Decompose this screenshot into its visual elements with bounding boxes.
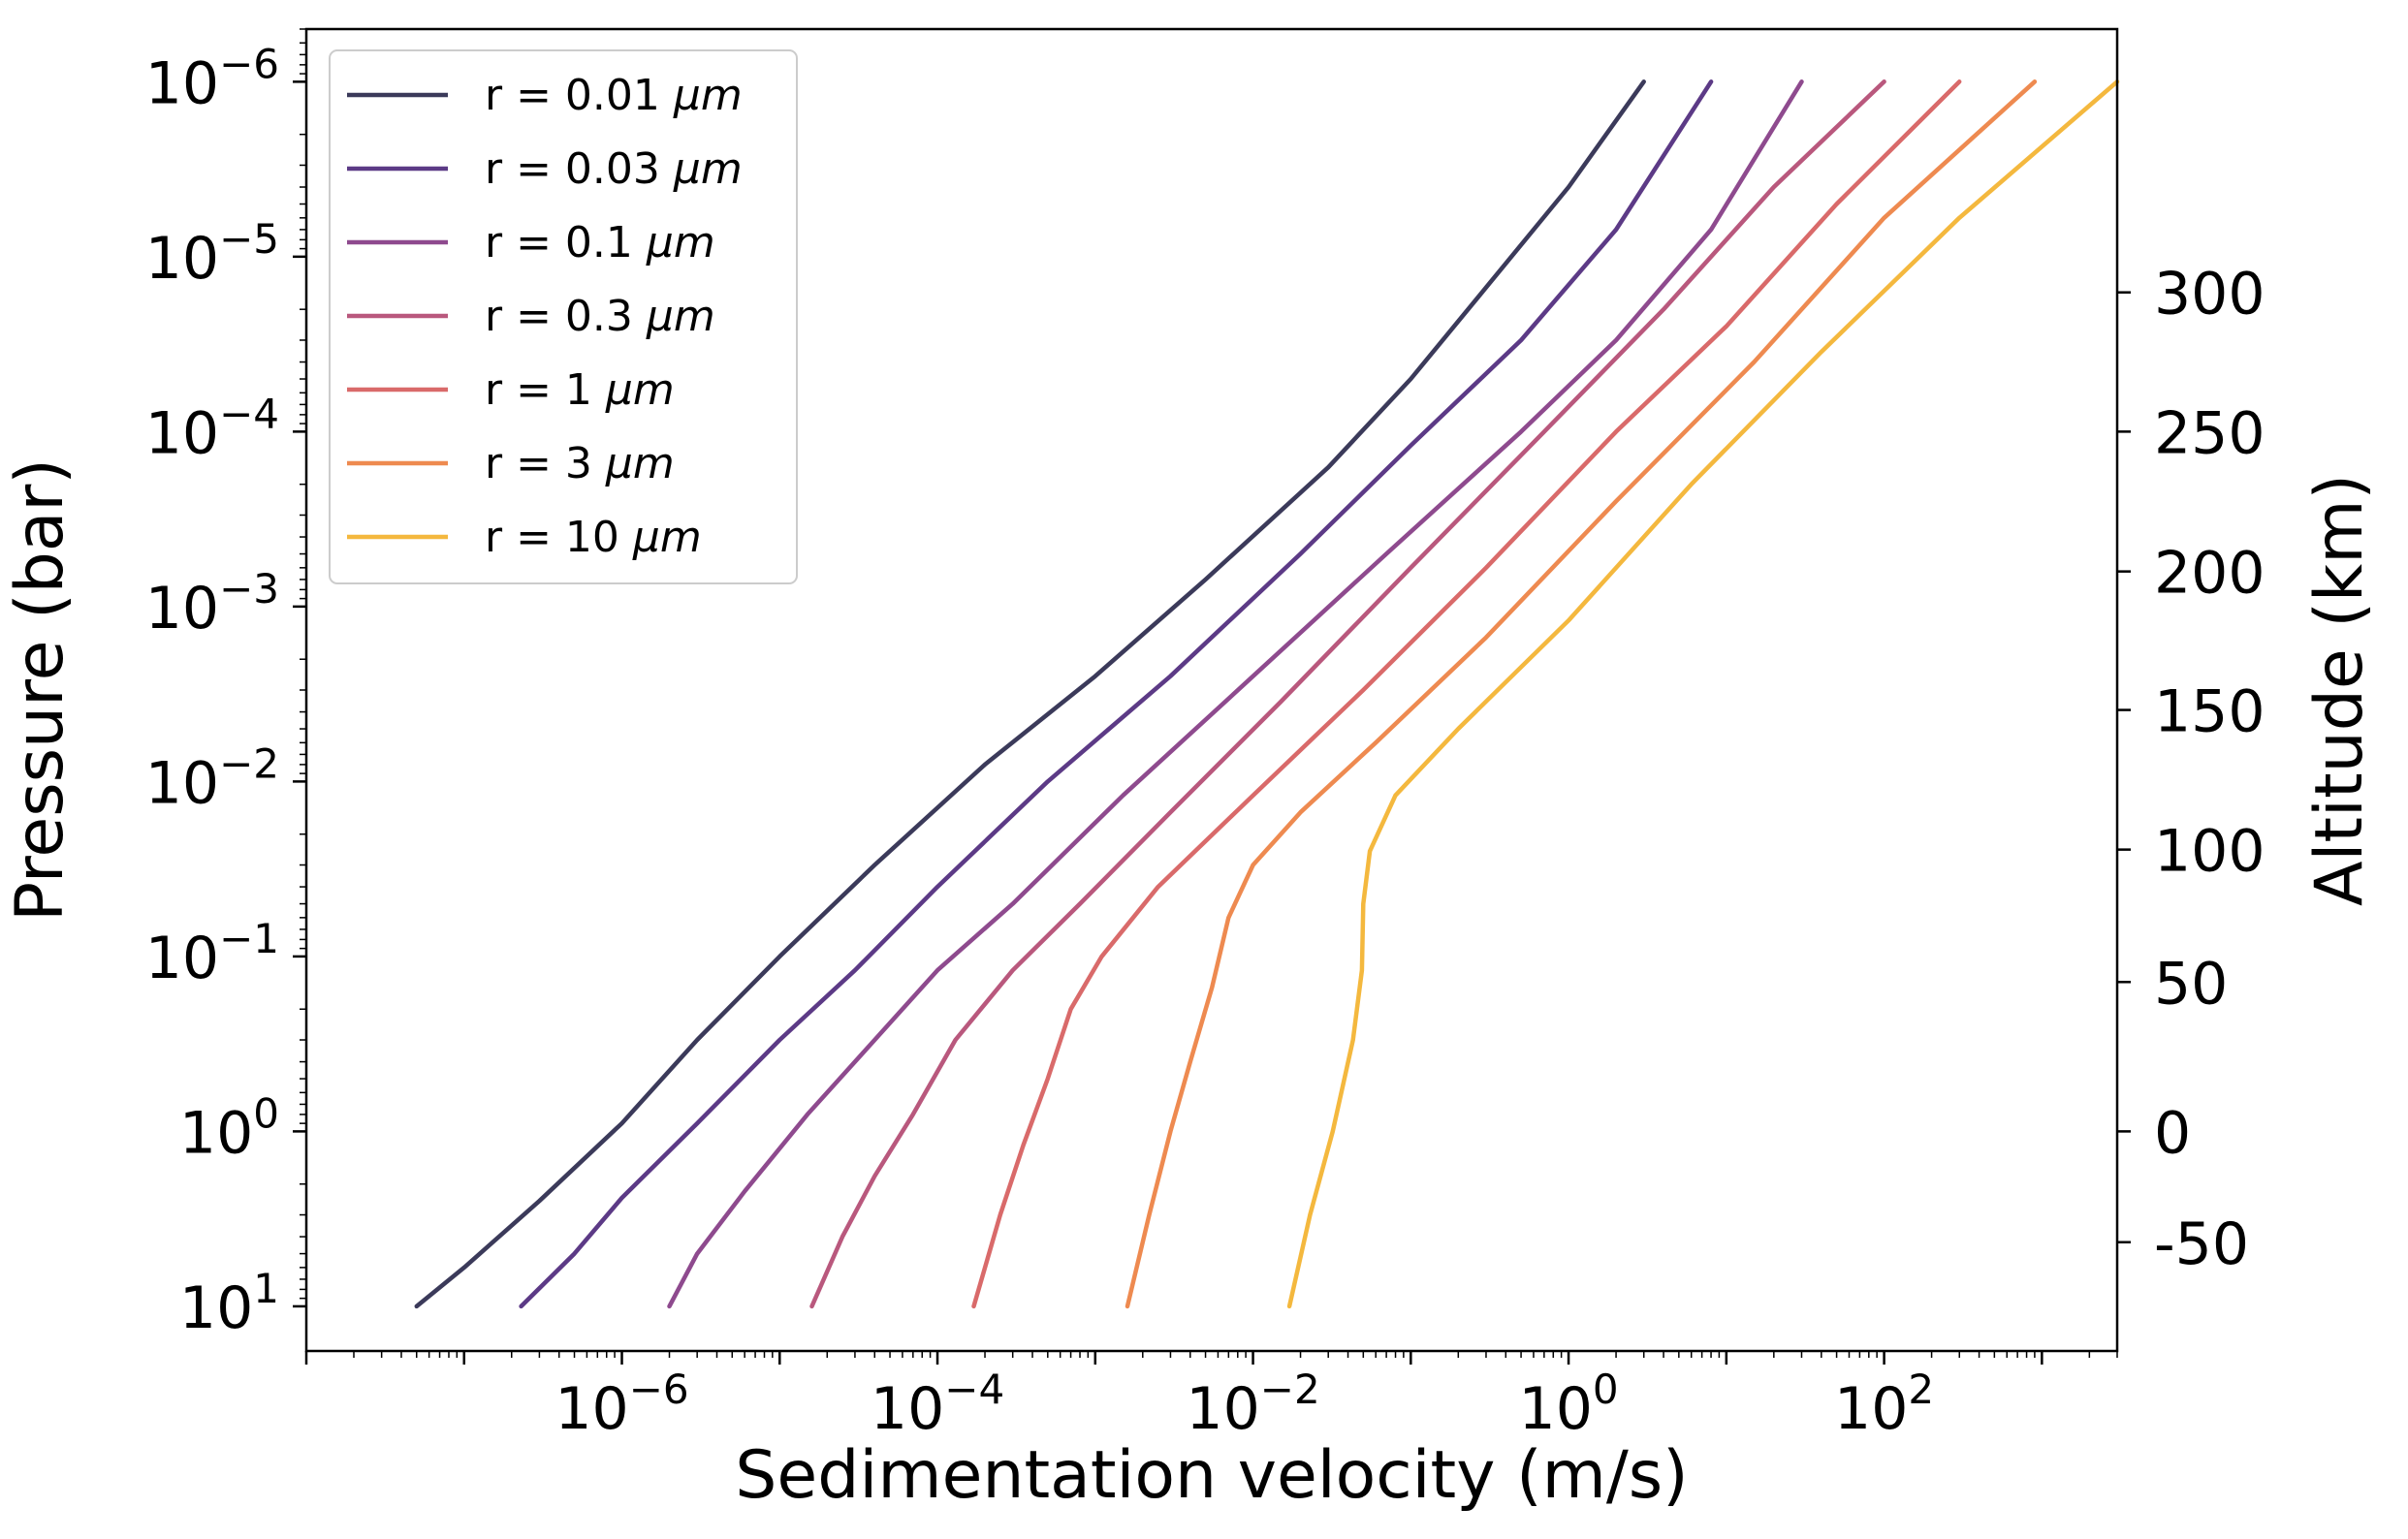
x-tick-label-0: 10−6 <box>554 1366 688 1443</box>
altitude-axis-title: Altitude (km) <box>2301 474 2378 906</box>
legend-label-text-1: r = 0.03 <box>485 144 674 194</box>
legend-label-5: r = 3 μm <box>485 439 675 488</box>
y-tick-label-2: 10−4 <box>145 390 279 467</box>
x-tick-label-4-exponent: 2 <box>1908 1366 1934 1413</box>
altitude-tick-label-5: 50 <box>2154 950 2228 1018</box>
series-line-2 <box>667 79 1804 1309</box>
x-tick-label-2: 10−2 <box>1186 1366 1319 1443</box>
y-tick-label-0-base: 10 <box>145 49 219 117</box>
y-tick-label-3-exponent: −3 <box>219 565 279 612</box>
altitude-tick-label-0: 300 <box>2154 261 2265 329</box>
y-tick-label-1-base: 10 <box>145 225 219 293</box>
legend-label-unit-0: μm <box>673 71 743 120</box>
x-tick-label-0-base: 10 <box>554 1375 628 1443</box>
y-tick-label-2-exponent: −4 <box>219 390 279 437</box>
legend-label-unit-6: μm <box>632 513 702 562</box>
x-tick-label-1-exponent: −4 <box>944 1366 1004 1413</box>
legend-label-text-2: r = 0.1 <box>485 218 647 267</box>
y-tick-label-3: 10−3 <box>145 565 279 643</box>
legend-label-text-4: r = 1 <box>485 365 606 415</box>
x-tick-label-2-base: 10 <box>1186 1375 1259 1443</box>
y-tick-label-5: 10−1 <box>145 915 279 992</box>
x-tick-label-4: 102 <box>1834 1366 1934 1443</box>
y-tick-label-4-base: 10 <box>145 749 219 817</box>
y-tick-label-1: 10−5 <box>145 215 279 293</box>
x-tick-label-2-exponent: −2 <box>1260 1366 1320 1413</box>
legend-label-text-3: r = 0.3 <box>485 292 647 341</box>
x-tick-label-4-base: 10 <box>1834 1375 1908 1443</box>
series-line-0 <box>414 79 1646 1309</box>
legend-label-unit-4: μm <box>605 365 675 415</box>
y-axis-title: Pressure (bar) <box>2 458 79 922</box>
legend-label-text-0: r = 0.01 <box>485 71 674 120</box>
y-tick-label-7: 101 <box>179 1265 279 1342</box>
x-tick-label-1-base: 10 <box>871 1375 944 1443</box>
legend-label-0: r = 0.01 μm <box>485 71 743 120</box>
y-tick-label-1-exponent: −5 <box>219 215 279 263</box>
legend-label-6: r = 10 μm <box>485 513 702 562</box>
y-tick-label-4-exponent: −2 <box>219 739 279 787</box>
series-line-3 <box>809 79 1886 1309</box>
plot-frame <box>304 27 2119 1353</box>
legend-box <box>329 49 798 584</box>
y-tick-label-6-exponent: 0 <box>253 1089 279 1137</box>
series-lines <box>414 79 2120 1309</box>
legend-label-unit-1: μm <box>673 144 743 194</box>
legend-label-unit-2: μm <box>646 218 715 267</box>
x-tick-label-3: 100 <box>1519 1366 1619 1443</box>
legend-label-unit-5: μm <box>605 439 675 488</box>
legend-label-4: r = 1 μm <box>485 365 675 415</box>
y-tick-label-6-base: 10 <box>179 1099 253 1167</box>
legend-label-3: r = 0.3 μm <box>485 292 715 341</box>
legend-label-text-5: r = 3 <box>485 439 606 488</box>
y-tick-label-7-exponent: 1 <box>253 1265 279 1312</box>
y-tick-label-2-base: 10 <box>145 399 219 467</box>
x-tick-label-0-exponent: −6 <box>629 1366 689 1413</box>
altitude-tick-label-2: 200 <box>2154 540 2265 608</box>
x-axis-ticks: 10−6 10−4 10−2 100 102 <box>304 1351 2118 1443</box>
altitude-tick-label-4: 100 <box>2154 818 2265 886</box>
y-tick-label-0: 10−6 <box>145 40 279 117</box>
y-tick-label-4: 10−2 <box>145 739 279 817</box>
altitude-tick-label-6: 0 <box>2154 1099 2191 1167</box>
legend-label-1: r = 0.03 μm <box>485 144 743 194</box>
series-line-5 <box>1125 79 2038 1309</box>
y-tick-label-0-exponent: −6 <box>219 40 279 87</box>
x-tick-label-1: 10−4 <box>871 1366 1004 1443</box>
y-tick-label-7-base: 10 <box>179 1274 253 1342</box>
series-line-4 <box>971 79 1962 1309</box>
y-tick-label-5-exponent: −1 <box>219 915 279 962</box>
y-minor-ticks <box>293 28 306 1308</box>
altitude-tick-label-1: 250 <box>2154 399 2265 467</box>
altitude-tick-label-3: 150 <box>2154 678 2265 746</box>
series-line-6 <box>1286 79 2120 1309</box>
y-tick-label-3-base: 10 <box>145 575 219 643</box>
y-tick-label-5-base: 10 <box>145 925 219 992</box>
altitude-axis-ticks: 300 250 200 150 100 50 0 -50 <box>2117 261 2265 1278</box>
legend: r = 0.01 μmr = 0.03 μmr = 0.1 μmr = 0.3 … <box>329 49 798 584</box>
y-tick-label-6: 100 <box>179 1089 279 1167</box>
altitude-tick-label-7: -50 <box>2154 1210 2249 1278</box>
legend-label-text-6: r = 10 <box>485 513 633 562</box>
legend-label-unit-3: μm <box>646 292 715 341</box>
x-tick-label-3-exponent: 0 <box>1593 1366 1619 1413</box>
x-axis-title: Sedimentation velocity (m/s) <box>735 1437 1688 1514</box>
series-line-1 <box>519 79 1714 1309</box>
x-tick-label-3-base: 10 <box>1519 1375 1593 1443</box>
legend-label-2: r = 0.1 μm <box>485 218 715 267</box>
